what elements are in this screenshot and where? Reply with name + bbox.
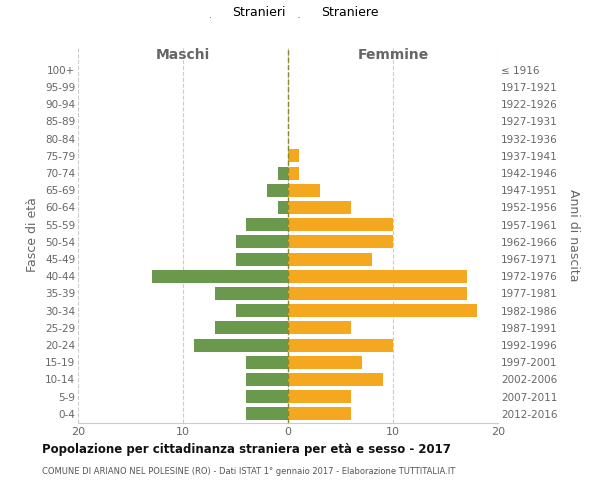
Bar <box>151 270 288 282</box>
Bar <box>193 338 288 351</box>
Bar <box>288 252 372 266</box>
Bar <box>288 304 477 317</box>
Bar <box>246 356 288 368</box>
Legend: Stranieri, Straniere: Stranieri, Straniere <box>210 6 378 19</box>
Bar <box>288 356 361 368</box>
Bar <box>215 322 288 334</box>
Bar <box>277 201 288 214</box>
Text: Popolazione per cittadinanza straniera per età e sesso - 2017: Popolazione per cittadinanza straniera p… <box>42 442 451 456</box>
Bar <box>288 218 393 231</box>
Bar <box>246 218 288 231</box>
Bar <box>288 390 351 403</box>
Bar <box>235 236 288 248</box>
Y-axis label: Anni di nascita: Anni di nascita <box>567 188 580 281</box>
Text: COMUNE DI ARIANO NEL POLESINE (RO) - Dati ISTAT 1° gennaio 2017 - Elaborazione T: COMUNE DI ARIANO NEL POLESINE (RO) - Dat… <box>42 468 455 476</box>
Bar <box>288 287 467 300</box>
Bar <box>288 166 299 179</box>
Bar <box>235 252 288 266</box>
Bar <box>288 338 393 351</box>
Bar <box>288 184 320 196</box>
Bar <box>215 287 288 300</box>
Text: Maschi: Maschi <box>156 48 210 62</box>
Bar <box>235 304 288 317</box>
Bar <box>288 322 351 334</box>
Bar <box>288 270 467 282</box>
Bar <box>288 236 393 248</box>
Bar <box>288 150 299 162</box>
Bar <box>246 373 288 386</box>
Y-axis label: Fasce di età: Fasce di età <box>26 198 40 272</box>
Text: Femmine: Femmine <box>358 48 428 62</box>
Bar <box>267 184 288 196</box>
Bar <box>288 201 351 214</box>
Bar <box>246 408 288 420</box>
Bar <box>288 408 351 420</box>
Bar <box>246 390 288 403</box>
Bar <box>277 166 288 179</box>
Bar <box>288 373 383 386</box>
